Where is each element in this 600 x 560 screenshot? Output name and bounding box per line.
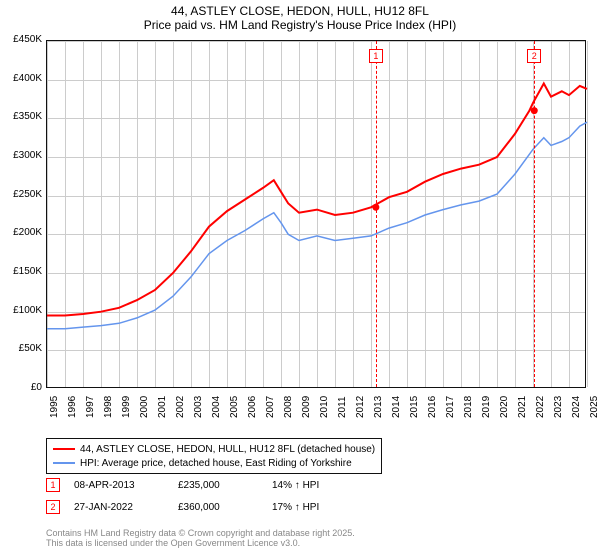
sale-row-2: 2 27-JAN-2022 £360,000 17% ↑ HPI [46, 500, 319, 514]
series-hpi [47, 122, 587, 329]
sale-marker-1: 1 [46, 478, 60, 492]
x-tick-label: 2019 [481, 396, 492, 418]
x-tick-label: 2009 [301, 396, 312, 418]
sale-price: £360,000 [178, 502, 258, 513]
x-tick-label: 2010 [319, 396, 330, 418]
x-tick-label: 2016 [427, 396, 438, 418]
x-tick-label: 2001 [157, 396, 168, 418]
x-tick-label: 2014 [391, 396, 402, 418]
x-tick-label: 1997 [85, 396, 96, 418]
chart-title: 44, ASTLEY CLOSE, HEDON, HULL, HU12 8FL … [0, 0, 600, 32]
sale-date: 27-JAN-2022 [74, 502, 164, 513]
x-tick-label: 2022 [535, 396, 546, 418]
y-tick-label: £0 [2, 382, 42, 393]
x-tick-label: 2005 [229, 396, 240, 418]
y-tick-label: £400K [2, 73, 42, 84]
x-tick-label: 2018 [463, 396, 474, 418]
y-tick-label: £200K [2, 227, 42, 238]
sale-price: £235,000 [178, 480, 258, 491]
y-tick-label: £300K [2, 150, 42, 161]
sale-pct: 14% ↑ HPI [272, 480, 319, 491]
x-tick-label: 2015 [409, 396, 420, 418]
x-tick-label: 2007 [265, 396, 276, 418]
attribution-line-2: This data is licensed under the Open Gov… [46, 538, 355, 548]
marker-line-1 [376, 41, 377, 387]
y-tick-label: £250K [2, 189, 42, 200]
x-tick-label: 2012 [355, 396, 366, 418]
legend-item-1: 44, ASTLEY CLOSE, HEDON, HULL, HU12 8FL … [53, 442, 375, 456]
y-tick-label: £50K [2, 343, 42, 354]
x-tick-label: 2020 [499, 396, 510, 418]
sale-row-1: 1 08-APR-2013 £235,000 14% ↑ HPI [46, 478, 319, 492]
x-tick-label: 2002 [175, 396, 186, 418]
y-tick-label: £350K [2, 111, 42, 122]
marker-box-2: 2 [527, 49, 541, 63]
sale-pct: 17% ↑ HPI [272, 502, 319, 513]
x-tick-label: 2008 [283, 396, 294, 418]
marker-box-1: 1 [369, 49, 383, 63]
sale-date: 08-APR-2013 [74, 480, 164, 491]
x-tick-label: 2003 [193, 396, 204, 418]
y-tick-label: £450K [2, 34, 42, 45]
sale-marker-2: 2 [46, 500, 60, 514]
series-price_paid [47, 84, 587, 316]
x-tick-label: 2017 [445, 396, 456, 418]
y-tick-label: £150K [2, 266, 42, 277]
chart-legend: 44, ASTLEY CLOSE, HEDON, HULL, HU12 8FL … [46, 438, 382, 474]
y-tick-label: £100K [2, 305, 42, 316]
x-tick-label: 2024 [571, 396, 582, 418]
legend-label-2: HPI: Average price, detached house, East… [80, 458, 352, 469]
legend-item-2: HPI: Average price, detached house, East… [53, 456, 375, 470]
x-tick-label: 2021 [517, 396, 528, 418]
x-tick-label: 1996 [67, 396, 78, 418]
x-tick-label: 1995 [49, 396, 60, 418]
chart-plot-area: 12 [46, 40, 586, 388]
x-tick-label: 2006 [247, 396, 258, 418]
x-tick-label: 2013 [373, 396, 384, 418]
x-tick-label: 2011 [337, 396, 348, 418]
x-tick-label: 2025 [589, 396, 600, 418]
attribution-line-1: Contains HM Land Registry data © Crown c… [46, 528, 355, 538]
x-tick-label: 2023 [553, 396, 564, 418]
attribution: Contains HM Land Registry data © Crown c… [46, 528, 355, 548]
legend-label-1: 44, ASTLEY CLOSE, HEDON, HULL, HU12 8FL … [80, 444, 375, 455]
legend-swatch-2 [53, 462, 75, 464]
x-tick-label: 2000 [139, 396, 150, 418]
x-tick-label: 1998 [103, 396, 114, 418]
x-tick-label: 1999 [121, 396, 132, 418]
x-tick-label: 2004 [211, 396, 222, 418]
title-line-1: 44, ASTLEY CLOSE, HEDON, HULL, HU12 8FL [0, 4, 600, 18]
title-line-2: Price paid vs. HM Land Registry's House … [0, 18, 600, 32]
legend-swatch-1 [53, 448, 75, 450]
marker-line-2 [534, 41, 535, 387]
